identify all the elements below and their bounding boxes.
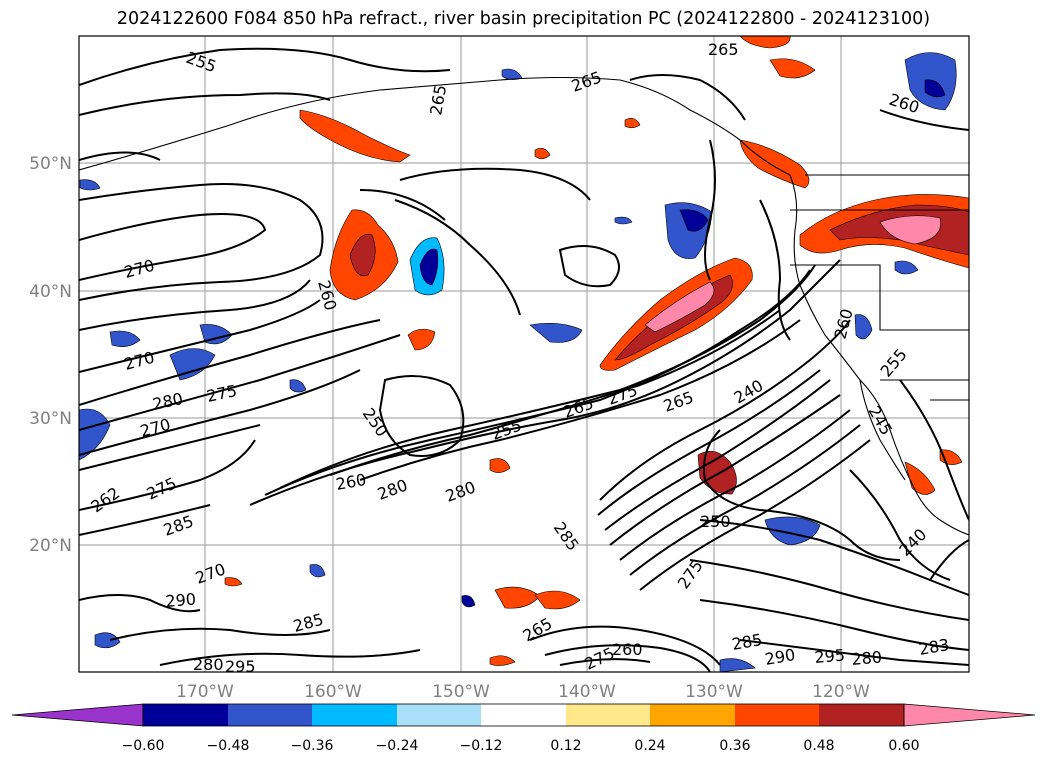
colorbar-segment [819,704,904,726]
contour-label: 295 [225,657,256,676]
colorbar-segment [228,704,312,726]
figure-title: 2024122600 F084 850 hPa refract., river … [116,9,931,29]
contour-label: 260 [612,640,643,659]
precip-patch-small-f [489,655,516,666]
precip-patch-neg-150w [529,323,583,343]
colorbar-segment [397,704,481,726]
colorbar-tick-label: 0.48 [803,738,834,754]
contour-label: 265 [708,40,739,59]
precip-patch-south-2 [534,590,581,610]
precip-patch-neg-small-2 [461,595,476,608]
refractivity-contours [79,47,969,672]
precip-patch-neg-small-1 [309,564,326,578]
precip-patch-neg-small-7 [79,179,101,191]
colorbar-tick-label: −0.24 [376,738,419,754]
precip-patch-neg-nw-core [924,79,946,98]
precip-patch-mid-pacific-west-core [349,233,376,277]
alaska-south-coast [79,76,791,176]
lon-tick-label: 170°W [176,682,234,702]
precip-patch-neg-small-5 [894,260,919,275]
colorbar-tick-label: 0.60 [888,738,919,754]
lon-tick-label: 140°W [558,682,616,702]
lon-tick-label: 160°W [304,682,362,702]
lon-tick-label: 130°W [685,682,743,702]
colorbar-segment [566,704,650,726]
precip-patch-neg-small-3 [94,632,121,649]
precip-patch-neg-cal [854,314,873,340]
colorbar-tick-label: −0.60 [122,738,165,754]
precip-patch-neg-west-4 [109,330,141,347]
colorbar-segment [312,704,397,726]
precip-patch-small-b [624,118,641,129]
precip-patch-top [739,36,791,49]
colorbar-segment [143,704,228,726]
contour-label: 280 [193,655,224,674]
coastlines [79,76,969,536]
baja-peninsula [859,379,906,481]
precip-patch-neg-central-core [419,248,439,286]
contour-label: 295 [814,645,846,667]
precip-patch-ar-band-core [644,281,715,333]
precip-patch-neg-small-4 [719,658,756,672]
precip-patch-small-e [224,577,243,587]
precip-patch-small-c [534,148,551,160]
colorbar-tick-label: 0.24 [634,738,665,754]
precip-negative-patches [79,52,957,672]
colorbar-frame [142,703,905,727]
colorbar-tick-label: −0.36 [291,738,334,754]
precip-patch-neg-ak-core [679,209,709,232]
colorbar-over-extend [903,703,1036,727]
map-panel [79,36,969,672]
precip-patch-neg-small-9 [289,379,307,393]
precip-patch-pnw-core [879,215,942,245]
lat-tick-label: 20°N [29,536,72,556]
lon-tick-label: 150°W [432,682,490,702]
precip-positive-patches [224,36,969,666]
colorbar-tick-label: 0.12 [550,738,581,754]
colorbar-tick-label: 0.36 [719,738,750,754]
precip-patch-160w [407,328,436,351]
contour-label: 290 [165,589,197,611]
colorbar-tick-label: −0.12 [460,738,503,754]
lon-tick-label: 120°W [812,682,870,702]
colorbar-segment [735,704,819,726]
lat-tick-label: 30°N [29,409,72,429]
colorbar-under-extend [11,703,144,727]
colorbar-tick-label: −0.48 [207,738,250,754]
precip-patch-top-2 [769,58,816,79]
precip-patch-neg-west-1 [169,348,216,381]
longitude-ticks: 170°W 160°W 150°W 140°W 130°W 120°W [176,682,870,702]
us-state-lines [790,209,969,401]
contour-label: 280 [851,647,883,669]
contour-label: 250 [700,512,731,531]
lat-tick-label: 40°N [29,282,72,302]
precip-patch-east-mex [904,461,936,495]
precip-patch-neg-small-8 [614,216,633,225]
precip-patch-alaska-gulf [299,109,411,163]
latitude-ticks: 50°N 40°N 30°N 20°N [29,154,72,556]
map-frame [78,35,970,673]
colorbar-segment [481,704,566,726]
precip-patch-neg-west-3 [79,408,111,461]
precip-patch-bc-coast [739,139,810,189]
lat-tick-label: 50°N [29,154,72,174]
colorbar-segment [650,704,735,726]
precip-patch-small-a [489,458,511,473]
colorbar: −0.60 −0.48 −0.36 −0.24 −0.12 0.12 0.24 … [11,703,1036,754]
